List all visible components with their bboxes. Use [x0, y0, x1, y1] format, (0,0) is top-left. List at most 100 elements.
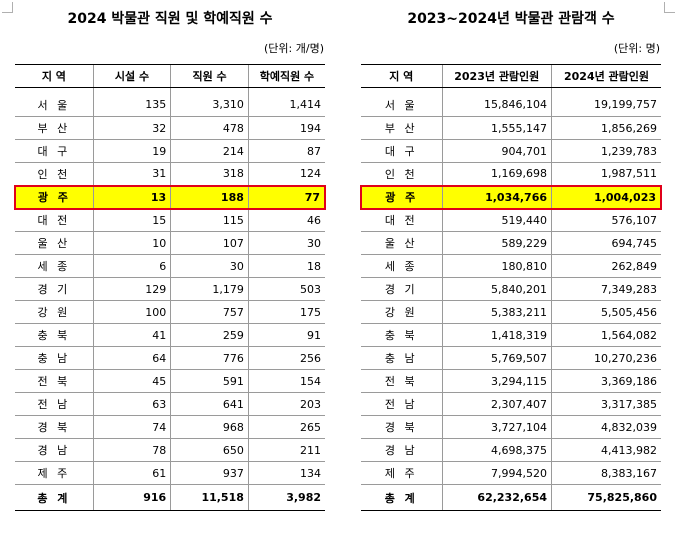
value-cell: 937 — [170, 461, 249, 485]
value-cell: 519,440 — [441, 208, 552, 232]
table-header-row: 지 역 2023년 관람인원 2024년 관람인원 — [361, 64, 661, 88]
value-cell: 10 — [92, 231, 171, 255]
value-cell: 4,413,982 — [551, 438, 661, 462]
region-cell: 전 남 — [361, 392, 443, 416]
value-cell: 5,383,211 — [441, 300, 552, 324]
table-row: 제 주 7,994,520 8,383,167 — [361, 461, 661, 485]
table-row: 부 산 1,555,147 1,856,269 — [361, 116, 661, 140]
value-cell: 15 — [92, 208, 171, 232]
table-row: 대 전 519,440 576,107 — [361, 208, 661, 232]
region-cell: 강 원 — [361, 300, 443, 324]
value-cell: 124 — [247, 162, 325, 186]
table-row: 경 북 3,727,104 4,832,039 — [361, 415, 661, 439]
value-cell: 694,745 — [551, 231, 661, 255]
value-cell: 45 — [92, 369, 171, 393]
value-cell: 30 — [170, 254, 249, 278]
region-cell: 강 원 — [15, 300, 94, 324]
value-cell: 46 — [247, 208, 325, 232]
value-cell: 3,317,385 — [551, 392, 661, 416]
value-cell: 30 — [247, 231, 325, 255]
value-cell: 1,856,269 — [551, 116, 661, 140]
value-cell: 134 — [247, 461, 325, 485]
value-cell: 13 — [92, 184, 171, 210]
region-cell: 충 남 — [15, 346, 94, 370]
value-cell: 3,310 — [170, 93, 249, 117]
table-row: 전 북 45 591 154 — [15, 369, 325, 393]
value-cell: 1,555,147 — [441, 116, 552, 140]
region-cell: 서 울 — [361, 93, 443, 117]
region-cell: 충 남 — [361, 346, 443, 370]
region-cell: 전 남 — [15, 392, 94, 416]
value-cell: 64 — [92, 346, 171, 370]
value-cell: 78 — [92, 438, 171, 462]
table-row: 대 구 904,701 1,239,783 — [361, 139, 661, 163]
value-cell: 91 — [247, 323, 325, 347]
table-row: 제 주 61 937 134 — [15, 461, 325, 485]
column-header: 2023년 관람인원 — [441, 64, 552, 88]
value-cell: 107 — [170, 231, 249, 255]
table-spacer-row — [15, 87, 325, 94]
region-cell: 울 산 — [15, 231, 94, 255]
value-cell: 31 — [92, 162, 171, 186]
value-cell: 259 — [170, 323, 249, 347]
value-cell: 650 — [170, 438, 249, 462]
value-cell: 87 — [247, 139, 325, 163]
value-cell: 6 — [92, 254, 171, 278]
total-value: 75,825,860 — [551, 484, 661, 511]
table-row: 강 원 5,383,211 5,505,456 — [361, 300, 661, 324]
total-row: 총 계 916 11,518 3,982 — [15, 484, 325, 511]
table-row: 울 산 589,229 694,745 — [361, 231, 661, 255]
value-cell: 3,369,186 — [551, 369, 661, 393]
value-cell: 4,832,039 — [551, 415, 661, 439]
value-cell: 1,418,319 — [441, 323, 552, 347]
table-row: 전 북 3,294,115 3,369,186 — [361, 369, 661, 393]
value-cell: 262,849 — [551, 254, 661, 278]
table-row: 경 북 74 968 265 — [15, 415, 325, 439]
value-cell: 18 — [247, 254, 325, 278]
region-cell: 전 북 — [361, 369, 443, 393]
value-cell: 1,987,511 — [551, 162, 661, 186]
table-row: 인 천 31 318 124 — [15, 162, 325, 186]
visitor-table: 지 역 2023년 관람인원 2024년 관람인원 서 울 15,846,104 1… — [359, 64, 663, 511]
page-corner-mark — [2, 2, 13, 13]
region-cell: 제 주 — [15, 461, 94, 485]
visitor-table-title: 2023~2024년 박물관 관람객 수 — [407, 11, 615, 27]
table-row: 전 남 2,307,407 3,317,385 — [361, 392, 661, 416]
value-cell: 3,294,115 — [441, 369, 552, 393]
highlighted-table-row: 광 주 1,034,766 1,004,023 — [359, 184, 663, 210]
table-spacer-row — [361, 87, 661, 94]
value-cell: 135 — [92, 93, 171, 117]
value-cell: 1,179 — [170, 277, 249, 301]
value-cell: 503 — [247, 277, 325, 301]
region-cell: 경 북 — [361, 415, 443, 439]
visitor-table-unit: (단위: 명) — [613, 42, 660, 55]
region-cell: 인 천 — [361, 162, 443, 186]
value-cell: 63 — [92, 392, 171, 416]
value-cell: 776 — [170, 346, 249, 370]
region-cell: 경 기 — [15, 277, 94, 301]
value-cell: 154 — [247, 369, 325, 393]
value-cell: 5,505,456 — [551, 300, 661, 324]
page-corner-mark — [664, 2, 675, 13]
value-cell: 77 — [247, 184, 326, 210]
column-header: 지 역 — [15, 64, 94, 88]
value-cell: 175 — [247, 300, 325, 324]
region-cell: 제 주 — [361, 461, 443, 485]
value-cell: 265 — [247, 415, 325, 439]
table-row: 경 기 129 1,179 503 — [15, 277, 325, 301]
table-row: 부 산 32 478 194 — [15, 116, 325, 140]
column-header: 지 역 — [361, 64, 443, 88]
region-cell: 경 기 — [361, 277, 443, 301]
total-row: 총 계 62,232,654 75,825,860 — [361, 484, 661, 511]
staff-table-title: 2024 박물관 직원 및 학예직원 수 — [67, 11, 273, 27]
value-cell: 4,698,375 — [441, 438, 552, 462]
column-header: 시설 수 — [92, 64, 171, 88]
column-header: 학예직원 수 — [247, 64, 325, 88]
table-row: 충 남 64 776 256 — [15, 346, 325, 370]
table-row: 경 남 4,698,375 4,413,982 — [361, 438, 661, 462]
value-cell: 1,414 — [247, 93, 325, 117]
value-cell: 7,349,283 — [551, 277, 661, 301]
value-cell: 74 — [92, 415, 171, 439]
region-cell: 인 천 — [15, 162, 94, 186]
table-row: 충 북 41 259 91 — [15, 323, 325, 347]
